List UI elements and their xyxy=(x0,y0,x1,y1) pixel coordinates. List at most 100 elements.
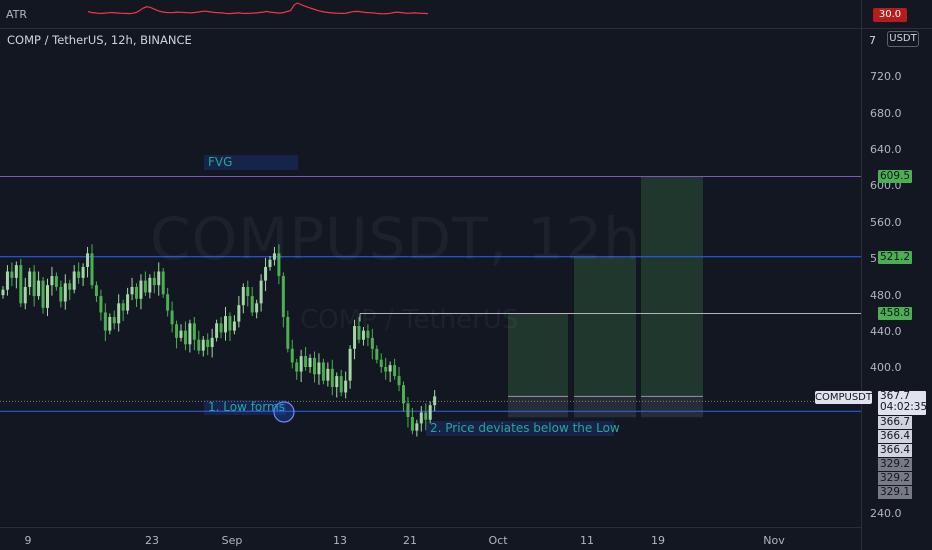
candle-body xyxy=(54,276,58,287)
price-tick-label: 240.0 xyxy=(870,507,902,520)
target-zone xyxy=(574,256,636,397)
fvg-annotation-text: FVG xyxy=(208,155,233,169)
candle-body xyxy=(179,330,183,338)
candle-body xyxy=(10,271,14,278)
candle-body xyxy=(112,316,116,324)
candle-body xyxy=(117,303,121,324)
candle-body xyxy=(277,253,281,277)
candle-body xyxy=(353,326,357,349)
candle-body xyxy=(304,356,308,367)
time-tick-label: 9 xyxy=(24,534,32,547)
candle-body xyxy=(224,316,227,333)
candle-body xyxy=(152,277,156,286)
low-level-price-badge[interactable]: 366.7 xyxy=(878,416,912,429)
projection-zones-layer xyxy=(508,176,703,418)
candle-body xyxy=(103,312,107,331)
candle-body xyxy=(317,362,321,375)
scale-mode-label[interactable]: 7 xyxy=(869,34,876,47)
candle-body xyxy=(14,265,18,278)
candlestick-series-layer xyxy=(1,244,437,437)
price-tick-label: 560.0 xyxy=(870,216,902,229)
candle-body xyxy=(241,286,245,306)
upper-level-price-badge[interactable]: 521.2 xyxy=(878,251,912,264)
candle-body xyxy=(308,357,312,367)
currency-unit-button[interactable]: USDT xyxy=(887,31,919,47)
time-tick-label: 21 xyxy=(403,534,417,547)
deviation-annotation-text: 2. Price deviates below the Low xyxy=(430,421,620,435)
candle-body xyxy=(237,305,241,322)
candle-body xyxy=(1,289,5,296)
candle-body xyxy=(210,337,214,347)
price-tick-label: 680.0 xyxy=(870,107,902,120)
candle-body xyxy=(295,362,299,372)
candle-body xyxy=(135,286,138,299)
candle-body xyxy=(397,376,401,386)
candle-body xyxy=(197,339,201,351)
chart-title[interactable]: COMP / TetherUS, 12h, BINANCE xyxy=(7,33,192,47)
price-axis-border xyxy=(861,0,862,550)
candle-body xyxy=(348,348,352,381)
candle-body xyxy=(63,283,67,302)
candle-body xyxy=(344,380,348,393)
recent-high-price-badge[interactable]: 458.8 xyxy=(878,307,912,320)
symbol-price-tag[interactable]: COMPUSDT xyxy=(815,391,872,404)
candle-body xyxy=(23,286,27,304)
candle-body xyxy=(148,277,152,293)
candle-body xyxy=(59,286,63,302)
current-price-badge[interactable]: 367.7 04:02:35 xyxy=(878,391,927,415)
candle-body xyxy=(255,303,259,313)
candle-body xyxy=(32,271,36,297)
candle-body xyxy=(357,326,361,340)
candle-body xyxy=(379,359,383,367)
price-label: 366.4 xyxy=(878,430,912,443)
candle-body xyxy=(370,337,374,349)
symbol-watermark: COMPUSDT, 12h xyxy=(150,205,641,273)
candle-body xyxy=(126,294,130,311)
deviation-annotation[interactable]: 2. Price deviates below the Low xyxy=(426,421,620,436)
price-label: 329.2 xyxy=(878,458,912,471)
price-label: 329.1 xyxy=(878,486,912,499)
candle-body xyxy=(281,276,285,317)
candle-body xyxy=(72,271,76,290)
candle-body xyxy=(161,271,165,295)
candle-body xyxy=(166,294,170,311)
low-forms-marker[interactable] xyxy=(273,401,295,423)
candle-body xyxy=(219,323,223,333)
candle-body xyxy=(139,280,143,299)
candle-body xyxy=(37,280,41,297)
atr-value-badge: 30.0 xyxy=(873,8,907,22)
candle-body xyxy=(121,303,125,311)
low-forms-annotation[interactable]: 1. Low forms xyxy=(204,400,286,415)
time-tick-label: Nov xyxy=(763,534,785,547)
candle-body xyxy=(46,285,49,308)
fvg-top-price-badge[interactable]: 609.5 xyxy=(878,170,912,183)
stop-zone xyxy=(574,396,636,418)
candle-body xyxy=(433,396,437,406)
candle-body xyxy=(246,286,250,297)
candle-body xyxy=(50,276,54,286)
candle-body xyxy=(68,283,72,290)
time-tick-label: 11 xyxy=(580,534,594,547)
candle-body xyxy=(41,280,45,308)
candle-body xyxy=(192,323,196,340)
candle-body xyxy=(77,271,81,278)
candle-body xyxy=(402,385,405,404)
candle-body xyxy=(170,310,174,325)
candle-body xyxy=(268,259,272,267)
candle-body xyxy=(375,348,379,360)
fvg-annotation[interactable]: FVG xyxy=(204,155,298,170)
candle-body xyxy=(410,417,414,431)
atr-series-layer xyxy=(87,2,429,15)
candle-body xyxy=(215,323,219,338)
candle-body xyxy=(130,286,134,295)
candle-body xyxy=(321,362,325,381)
candle-body xyxy=(393,365,397,377)
candle-body xyxy=(157,271,161,286)
time-axis-border xyxy=(0,527,861,528)
pane-separator[interactable] xyxy=(0,28,932,29)
time-tick-label: Sep xyxy=(221,534,243,547)
candle-body xyxy=(143,280,147,293)
candle-body xyxy=(86,253,90,267)
atr-line xyxy=(87,2,429,15)
